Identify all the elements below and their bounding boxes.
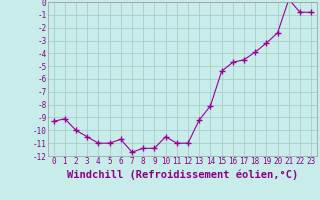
X-axis label: Windchill (Refroidissement éolien,°C): Windchill (Refroidissement éolien,°C): [67, 169, 298, 180]
